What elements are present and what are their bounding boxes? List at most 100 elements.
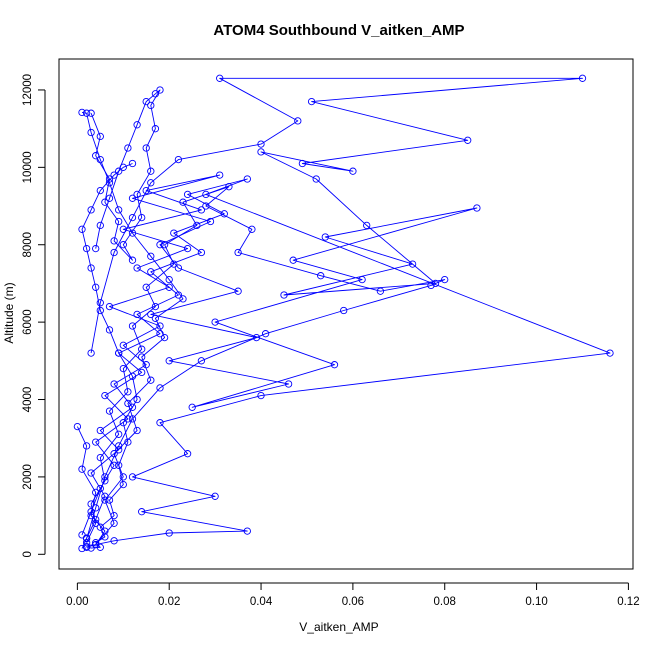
data-point	[234, 248, 242, 257]
data-point	[216, 171, 224, 179]
data-point	[165, 529, 173, 537]
x-tick-label: 0.08	[434, 596, 456, 608]
data-point	[243, 527, 251, 535]
data-point	[197, 248, 206, 257]
data-point	[78, 465, 86, 473]
data-point	[87, 544, 95, 552]
data-point	[124, 388, 132, 396]
data-point	[188, 403, 196, 411]
data-point	[376, 287, 385, 295]
data-point	[96, 186, 104, 195]
data-point	[197, 206, 206, 214]
data-point	[156, 322, 164, 330]
data-point	[321, 233, 329, 241]
data-point	[133, 310, 141, 319]
y-tick-label: 2000	[22, 464, 34, 490]
y-axis: 0 2000 4000 6000 8000 10000 12000	[22, 74, 46, 557]
data-point	[138, 353, 146, 361]
data-point	[606, 349, 614, 357]
series-line	[90, 89, 161, 261]
data-point	[82, 539, 91, 547]
data-point	[110, 511, 118, 520]
data-point	[147, 252, 155, 260]
data-point	[87, 128, 95, 137]
data-point	[160, 241, 169, 249]
data-point	[87, 511, 95, 520]
data-point	[298, 159, 307, 168]
data-point	[96, 453, 104, 462]
data-point	[105, 326, 114, 334]
data-point	[206, 217, 215, 226]
data-point	[464, 136, 472, 144]
data-point	[87, 109, 95, 117]
data-point	[119, 163, 127, 171]
data-point	[257, 391, 265, 400]
x-tick-label: 0.00	[66, 596, 88, 608]
data-point	[138, 508, 146, 516]
data-point	[92, 488, 100, 497]
data-point	[147, 179, 155, 187]
data-point	[220, 210, 228, 218]
data-point	[101, 477, 109, 485]
data-point	[147, 310, 155, 319]
data-point	[147, 167, 155, 175]
data-point	[105, 302, 114, 311]
data-point	[358, 275, 366, 284]
data-point	[142, 283, 150, 291]
data-point	[128, 322, 137, 330]
x-tick-label: 0.02	[158, 596, 180, 608]
data-point	[110, 380, 118, 388]
data-point	[211, 318, 219, 326]
data-point	[156, 241, 164, 249]
x-tick-label: 0.04	[250, 596, 273, 608]
data-point	[142, 144, 150, 152]
data-point	[183, 450, 192, 458]
data-point	[156, 384, 164, 392]
data-point	[128, 229, 137, 237]
data-point	[363, 221, 371, 230]
data-point	[133, 121, 141, 129]
data-point	[234, 287, 242, 295]
data-point	[115, 349, 123, 357]
data-point	[96, 426, 104, 435]
data-point	[119, 480, 127, 489]
data-point	[119, 419, 127, 427]
data-point	[82, 244, 91, 253]
data-point	[312, 175, 320, 183]
data-point	[147, 268, 155, 276]
data-point	[110, 171, 118, 179]
data-point	[128, 256, 137, 264]
data-point	[151, 90, 160, 98]
data-point	[261, 330, 270, 338]
data-point	[284, 380, 293, 388]
data-point	[105, 407, 114, 415]
data-point	[78, 544, 86, 553]
data-point	[110, 461, 118, 469]
data-point	[427, 281, 435, 290]
data-point	[78, 225, 86, 233]
data-point	[119, 241, 127, 249]
data-point	[138, 368, 146, 377]
y-tick-label: 0	[22, 551, 34, 557]
data-point	[110, 237, 118, 245]
data-point	[96, 306, 104, 315]
data-point	[92, 152, 100, 160]
data-point	[92, 283, 100, 291]
data-point	[119, 364, 127, 373]
data-point	[147, 376, 155, 384]
data-point	[349, 167, 357, 175]
data-point	[183, 190, 192, 199]
series-line	[81, 77, 583, 549]
data-point	[165, 283, 173, 291]
data-point	[115, 167, 123, 175]
data-point	[294, 117, 302, 125]
data-point	[101, 533, 109, 541]
data-point	[138, 345, 146, 353]
data-point	[142, 186, 150, 195]
data-point	[165, 275, 173, 284]
data-point	[110, 537, 118, 545]
data-point	[96, 132, 104, 141]
data-point	[119, 341, 127, 349]
data-point	[115, 217, 123, 226]
